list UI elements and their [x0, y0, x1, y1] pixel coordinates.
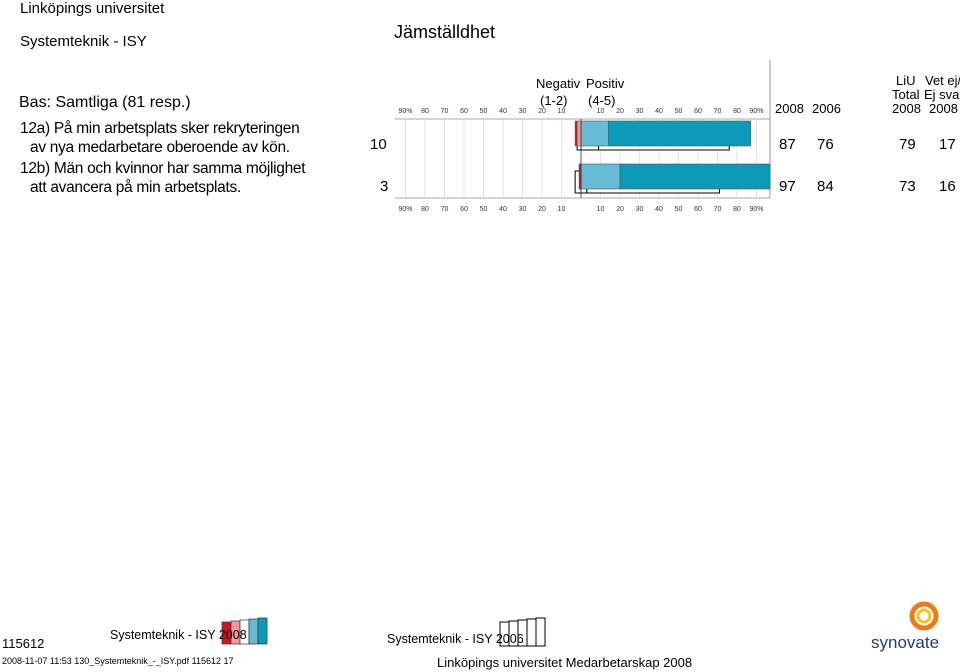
tick-label-top: 10: [558, 108, 566, 115]
tick-label-top: 30: [636, 108, 644, 115]
tick-label-top: 70: [714, 108, 722, 115]
tick-label-bottom: 70: [441, 206, 449, 213]
tick-label-top: 50: [675, 108, 683, 115]
bar-2008-positive-strong: [607, 120, 751, 147]
tick-label-bottom: 20: [616, 206, 624, 213]
tick-label-top: 20: [538, 108, 546, 115]
synovate-logo: synovate: [871, 601, 939, 652]
tick-label-bottom: 40: [499, 206, 507, 213]
tick-label-bottom: 10: [558, 206, 566, 213]
column-ej-header-2: Ej svar: [924, 87, 960, 102]
tick-label-bottom: 60: [460, 206, 468, 213]
tick-label-top: 60: [694, 108, 702, 115]
question-12b-line1: 12b) Män och kvinnor har samma möjlighet: [20, 160, 306, 177]
tick-label-bottom: 80: [421, 206, 429, 213]
tick-label-bottom: 10: [597, 206, 605, 213]
tick-label-top: 90%: [398, 108, 412, 115]
header-positive-range: (4-5): [588, 93, 616, 108]
tick-label-top: 80: [421, 108, 429, 115]
tick-label-top: 10: [597, 108, 605, 115]
tick-label-bottom: 60: [694, 206, 702, 213]
column-liu-header-1: LiU: [896, 73, 916, 88]
tick-label-bottom: 90%: [749, 206, 763, 213]
index-2008-12a: 87: [779, 136, 796, 153]
bar-2008-negative-light: [576, 120, 582, 147]
index-2008-12b: 97: [779, 178, 796, 195]
tick-label-bottom: 50: [480, 206, 488, 213]
liu-total-12a: 79: [899, 136, 916, 153]
index-2006-12a: 76: [817, 136, 834, 153]
no-answer-12a: 17: [939, 136, 956, 153]
column-2008-header: 2008: [775, 101, 804, 116]
legend-2008-label: Systemteknik - ISY 2008: [110, 628, 247, 642]
tick-label-bottom: 70: [714, 206, 722, 213]
question-12b-line2: att avancera på min arbetsplats.: [30, 179, 241, 196]
column-liu-header-2: Total: [892, 87, 920, 102]
tick-label-top: 20: [616, 108, 624, 115]
survey-title: Linköpings universitet Medarbetarskap 20…: [437, 655, 693, 670]
tick-label-top: 30: [519, 108, 527, 115]
no-answer-12b: 16: [939, 178, 956, 195]
tick-label-bottom: 40: [655, 206, 663, 213]
page-title: Jämställdhet: [394, 22, 496, 42]
synovate-logo-text: synovate: [871, 633, 939, 652]
bar-2008-positive-light: [580, 163, 621, 190]
university-name: Linköpings universitet: [20, 0, 165, 17]
bar-2008-positive-strong: [619, 163, 771, 190]
tick-label-top: 50: [480, 108, 488, 115]
bar-2008-positive-light: [580, 120, 609, 147]
tick-label-bottom: 50: [675, 206, 683, 213]
tick-label-bottom: 80: [733, 206, 741, 213]
tick-label-top: 40: [655, 108, 663, 115]
column-ej-header-3: 2008: [929, 101, 958, 116]
neutral-value-12b: 3: [380, 178, 389, 195]
index-2006-12b: 84: [817, 178, 834, 195]
header-positive: Positiv: [586, 76, 625, 91]
tick-label-top: 40: [499, 108, 507, 115]
liu-total-12b: 73: [899, 178, 916, 195]
bar-2008-negative-strong: [574, 120, 578, 147]
footer-code: 115612: [2, 636, 45, 651]
tick-label-bottom: 30: [636, 206, 644, 213]
tick-label-top: 80: [733, 108, 741, 115]
legend-2008-swatch: [248, 618, 259, 645]
legend-2006-swatch: [535, 617, 546, 647]
header-negative-range: (1-2): [540, 93, 568, 108]
tick-label-bottom: 20: [538, 206, 546, 213]
legend-2006-swatch: [526, 618, 537, 647]
tick-label-top: 90%: [749, 108, 763, 115]
tick-label-bottom: 90%: [398, 206, 412, 213]
header-negative: Negativ: [536, 76, 581, 91]
department-name: Systemteknik - ISY: [20, 33, 147, 50]
neutral-value-12a: 10: [370, 136, 387, 153]
legend-2008-swatch: [257, 617, 268, 645]
column-2006-header: 2006: [812, 101, 841, 116]
legend-2006-label: Systemteknik - ISY 2006: [387, 632, 524, 646]
base-label: Bas: Samtliga (81 resp.): [19, 94, 191, 111]
question-12a-line2: av nya medarbetare oberoende av kön.: [30, 139, 290, 156]
column-liu-header-3: 2008: [892, 101, 921, 116]
tick-label-top: 70: [441, 108, 449, 115]
tick-label-top: 60: [460, 108, 468, 115]
question-12a-line1: 12a) På min arbetsplats sker rekrytering…: [20, 120, 300, 137]
file-info: 2008-11-07 11:53 130_Systemteknik_-_ISY.…: [2, 656, 234, 666]
tick-label-bottom: 30: [519, 206, 527, 213]
column-ej-header-1: Vet ej/: [925, 73, 960, 88]
